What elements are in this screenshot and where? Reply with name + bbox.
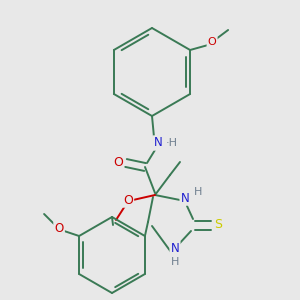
Text: H: H	[171, 257, 179, 267]
Text: N: N	[154, 136, 162, 149]
Text: N: N	[171, 242, 179, 254]
Text: ·H: ·H	[166, 138, 178, 148]
Text: O: O	[113, 157, 123, 169]
Text: S: S	[214, 218, 222, 232]
Text: O: O	[123, 194, 133, 206]
Text: O: O	[55, 221, 64, 235]
Text: N: N	[181, 191, 189, 205]
Text: O: O	[208, 37, 217, 47]
Text: H: H	[194, 187, 202, 197]
